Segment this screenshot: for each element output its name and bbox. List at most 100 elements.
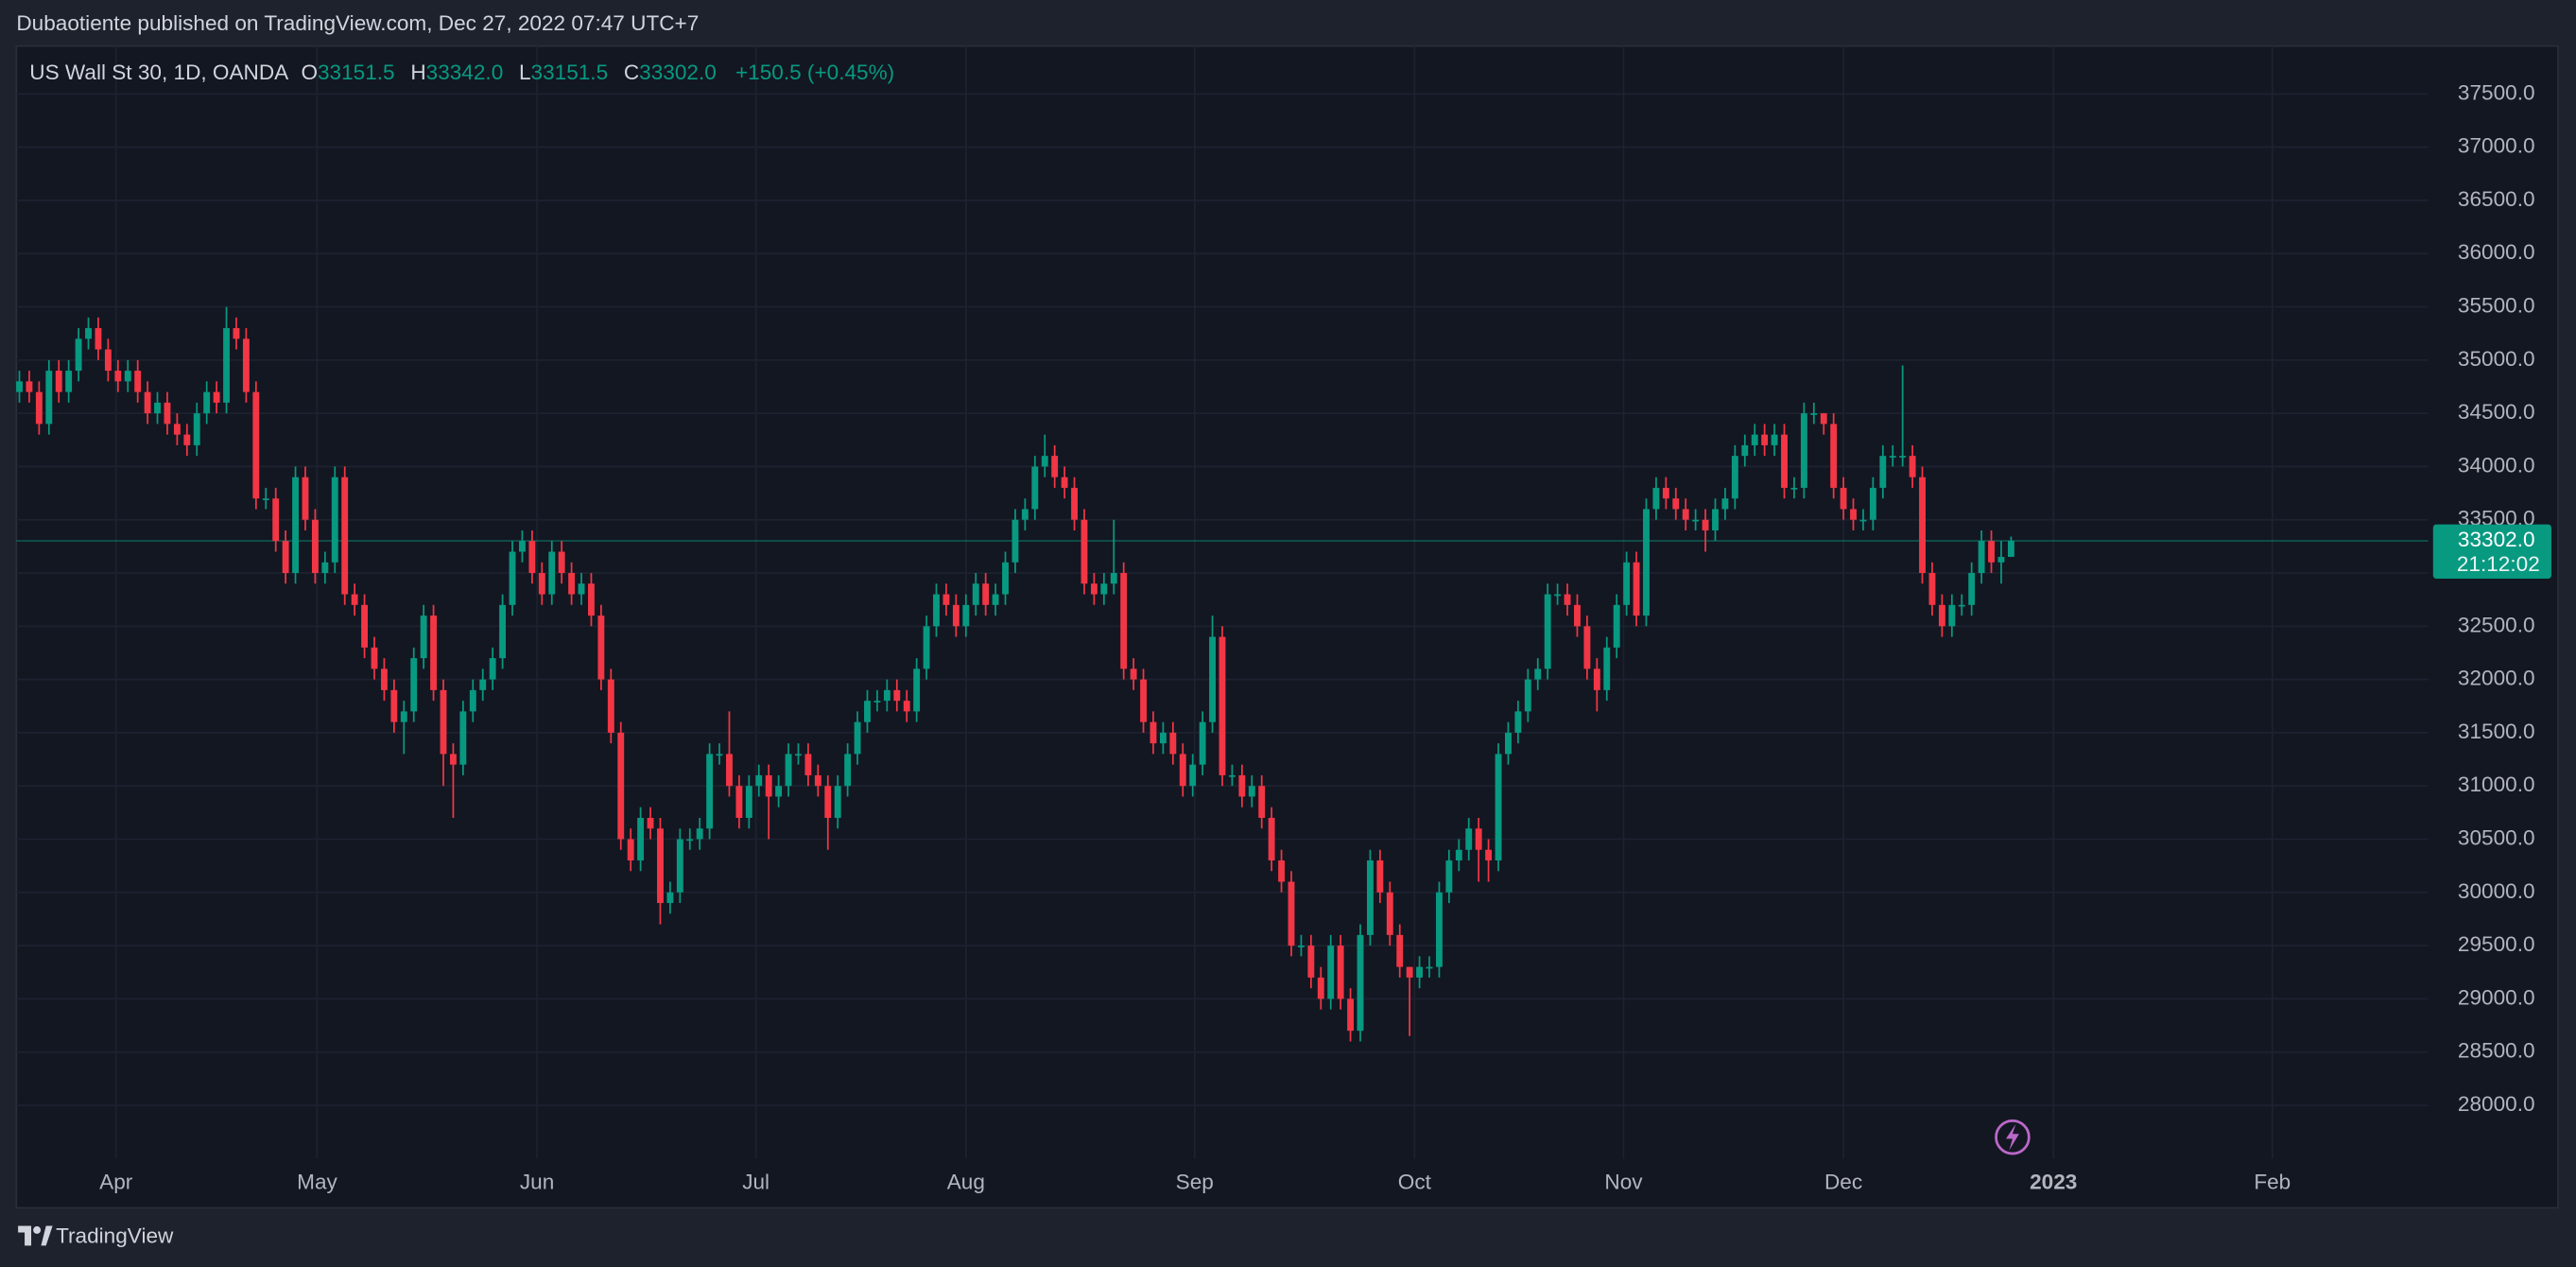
candle-body [1968, 573, 1976, 605]
candle-body [1445, 860, 1453, 893]
candle-body [420, 616, 427, 659]
candle-body [1465, 828, 1473, 850]
candle-body [449, 754, 457, 765]
event-bolt[interactable] [2005, 1123, 2019, 1151]
candle-body [1110, 573, 1117, 584]
candle-body [578, 583, 585, 595]
candle-body [1505, 732, 1512, 755]
candle-body [213, 391, 220, 403]
candle-body [1948, 604, 1956, 627]
legend: US Wall St 30, 1D, OANDA O33151.5 H33342… [29, 61, 894, 84]
candle-body [1288, 881, 1295, 946]
candle-body [430, 616, 438, 690]
legend-symbol: US Wall St 30, 1D, OANDA [29, 61, 289, 84]
candle-body [1938, 604, 1945, 627]
candle-body [1238, 774, 1246, 797]
candle-body [1366, 860, 1374, 935]
candle-body [479, 679, 487, 690]
x-tick-label: Aug [947, 1170, 985, 1193]
candle-body [1475, 828, 1482, 850]
candle-body [223, 328, 230, 403]
x-tick-label: May [297, 1170, 337, 1193]
candle-body [1633, 562, 1640, 616]
x-tick-label: Oct [1398, 1170, 1432, 1193]
candle-body [371, 647, 378, 669]
candle-body [55, 371, 62, 392]
event-icon[interactable] [1995, 1119, 2031, 1155]
candle-body [538, 573, 545, 595]
candle-body [380, 668, 388, 690]
candle-body [2007, 541, 2014, 557]
candle-body [1810, 413, 1818, 415]
x-tick-label: Sep [1176, 1170, 1214, 1193]
candle-body [124, 371, 131, 382]
candle-body [1850, 509, 1857, 520]
candle-body [173, 424, 181, 435]
candle-body [942, 594, 950, 605]
brand-logo [18, 1225, 53, 1246]
candle-body [1800, 413, 1807, 488]
candle-body [597, 616, 605, 680]
candle-body [489, 658, 496, 680]
candle-body [1081, 519, 1088, 584]
candle-body [1574, 604, 1581, 627]
candle-body [1228, 774, 1236, 777]
event-circle[interactable] [1995, 1119, 2031, 1155]
candle-body [1179, 754, 1186, 787]
candle-body [331, 477, 338, 563]
candle-body [745, 786, 752, 818]
candle-body [1268, 817, 1275, 861]
candle-body [873, 701, 881, 703]
legend-key: O [301, 61, 318, 84]
candle-body [1958, 604, 1965, 607]
x-tick-label: Dec [1824, 1170, 1862, 1193]
candle-body [1544, 594, 1551, 669]
brand-name: TradingView [56, 1224, 174, 1248]
candle-body [814, 774, 821, 787]
candle-body [1159, 732, 1167, 744]
candle-body [706, 754, 714, 829]
candle-body [716, 754, 723, 756]
y-tick-label: 32000.0 [2458, 667, 2535, 690]
candle-body [282, 541, 289, 574]
candle-body [755, 774, 763, 787]
candle-body [1061, 477, 1068, 488]
candle-body [252, 391, 260, 499]
last-price-badge [2432, 524, 2551, 579]
candle-body [499, 604, 507, 659]
candle-body [321, 562, 329, 574]
candle-body [1761, 434, 1769, 445]
candle-body [1396, 934, 1404, 967]
candle-body [1790, 487, 1798, 490]
y-tick-label: 36500.0 [2458, 187, 2535, 211]
candle-body [1347, 998, 1355, 1032]
candle-body [1721, 498, 1729, 510]
candle-body [1120, 573, 1128, 669]
candle-body [1988, 541, 1995, 563]
candle-body [1652, 487, 1660, 510]
candle-body [410, 658, 418, 712]
legend-key: L [519, 61, 531, 84]
candle-body [528, 541, 536, 574]
candle-body [765, 774, 772, 797]
candle-body [666, 892, 674, 904]
candle-body [183, 434, 191, 445]
candle-body [134, 371, 142, 392]
candle-body [75, 338, 82, 372]
x-tick-label: Jul [742, 1170, 769, 1193]
y-tick-label: 35000.0 [2458, 347, 2535, 371]
candle-body [1583, 626, 1591, 669]
candle-body [1426, 966, 1433, 969]
candle-body [459, 711, 467, 765]
candle-body [45, 371, 53, 425]
candle-body [193, 413, 200, 445]
candle-body [16, 381, 23, 392]
candle-body [1909, 456, 1916, 477]
candle-body [390, 689, 398, 722]
candle-body [1564, 594, 1571, 605]
candle-body [272, 498, 280, 542]
candle-body [1879, 456, 1887, 488]
candle-body [1781, 434, 1788, 488]
candles [16, 306, 2014, 1042]
